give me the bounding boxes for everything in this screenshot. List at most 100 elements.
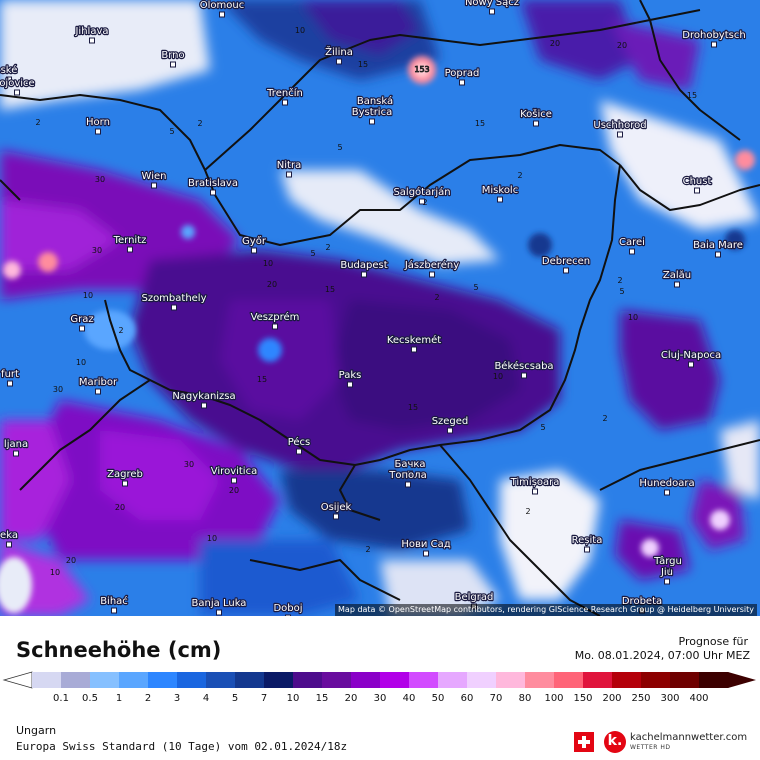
city-dot: [282, 99, 288, 106]
city-marker[interactable]: ojovice: [0, 77, 36, 96]
city-marker[interactable]: Jihlava: [73, 25, 110, 44]
city-label: Baia Mare: [693, 240, 743, 251]
city-marker[interactable]: Ternitz: [111, 234, 148, 253]
city-marker[interactable]: Győr: [241, 234, 268, 254]
city-marker[interactable]: Bystrica: [351, 106, 393, 125]
city-marker[interactable]: Carei: [618, 236, 646, 255]
contour-value-label: 15: [325, 285, 335, 294]
city-label: Kecskemét: [387, 334, 441, 346]
city-marker[interactable]: Košice: [519, 107, 553, 127]
city-marker[interactable]: Pécs: [287, 435, 311, 455]
city-marker[interactable]: Nitra: [276, 159, 302, 178]
city-marker[interactable]: Chust: [681, 175, 713, 194]
city-marker[interactable]: ské: [0, 63, 19, 83]
city-marker[interactable]: Drohobytsch: [681, 29, 747, 48]
city-marker[interactable]: Wien: [140, 170, 168, 189]
city-marker[interactable]: Brno: [160, 49, 186, 68]
city-dot: [6, 541, 12, 548]
city-marker[interactable]: Doboj: [272, 602, 304, 616]
contour-value-label: 15: [408, 403, 418, 412]
city-marker[interactable]: Bihać: [99, 594, 129, 614]
city-marker[interactable]: Banská: [356, 94, 394, 114]
city-dot: [333, 513, 339, 520]
city-marker[interactable]: Нови Сад: [400, 538, 452, 557]
city-marker[interactable]: Virovitica: [210, 465, 258, 484]
contour-value-label: 5: [337, 143, 342, 152]
city-marker[interactable]: Hunedoara: [638, 477, 696, 496]
city-marker[interactable]: Olomouc: [199, 0, 245, 18]
contour-value-label: 30: [53, 385, 63, 394]
city-label: Reșita: [572, 535, 603, 546]
city-label: Žilina: [325, 45, 353, 58]
city-marker[interactable]: Timișoara: [508, 476, 561, 495]
city-marker[interactable]: Békéscsaba: [493, 359, 555, 379]
contour-value-label: 10: [295, 26, 305, 35]
kachelmann-logo-icon[interactable]: k.: [604, 731, 626, 753]
legend-upper-arrow: [728, 672, 756, 688]
city-marker[interactable]: Maribor: [78, 376, 119, 395]
city-marker[interactable]: Baia Mare: [692, 239, 744, 258]
city-dot: [372, 107, 378, 114]
city-label: Olomouc: [200, 0, 244, 11]
city-label: Debrecen: [542, 256, 590, 267]
brand-name[interactable]: kachelmannwetter.com: [630, 732, 748, 743]
map-attribution[interactable]: Map data © OpenStreetMap contributors, r…: [335, 604, 757, 616]
legend-swatch: [119, 672, 149, 688]
snow-depth-map[interactable]: 10 15 20 20 2 5 2 5 15 15 2 30 2 30 10 5 2 20 15 5 2 2 5 10 2 10 1…: [0, 0, 760, 616]
city-label: Banská: [357, 95, 393, 107]
snow-hotspots: [0, 56, 755, 613]
contour-value-label: 20: [267, 280, 277, 289]
city-marker[interactable]: ljana: [3, 438, 29, 457]
city-label: Jászberény: [404, 259, 459, 271]
city-marker[interactable]: Veszprém: [249, 310, 301, 330]
legend-swatch: [467, 672, 497, 688]
forecast-date: Mo. 08.01.2024, 07:00 Uhr MEZ: [574, 649, 750, 662]
city-marker[interactable]: Szombathely: [140, 292, 208, 311]
city-marker[interactable]: Budapest: [339, 259, 389, 278]
city-marker[interactable]: Cluj-Napoca: [660, 349, 722, 368]
city-marker[interactable]: Bratislava: [187, 177, 239, 196]
city-marker[interactable]: Salgótarján: [392, 185, 452, 205]
city-marker[interactable]: Jászberény: [403, 258, 460, 278]
city-marker[interactable]: Graz: [69, 313, 95, 332]
city-marker[interactable]: Poprad: [443, 67, 481, 86]
city-marker[interactable]: eka: [0, 529, 19, 548]
city-marker[interactable]: Paks: [337, 369, 363, 388]
city-label: Nowy Sącz: [465, 0, 519, 8]
city-marker[interactable]: Nagykanizsa: [171, 390, 237, 409]
legend-tick-label: 7: [261, 693, 267, 704]
legend-tick-label: 200: [602, 693, 621, 704]
city-marker[interactable]: Debrecen: [541, 255, 591, 274]
city-marker[interactable]: Reșita: [570, 534, 604, 553]
city-label: Szeged: [432, 416, 469, 427]
city-marker[interactable]: Nowy Sącz: [464, 0, 520, 15]
city-label: Chust: [683, 176, 712, 187]
city-marker[interactable]: Kecskemét: [386, 333, 442, 353]
city-marker[interactable]: Târgu: [652, 554, 683, 574]
legend-swatch: [409, 672, 439, 688]
city-marker[interactable]: Banja Luka: [190, 597, 248, 616]
city-marker[interactable]: Miskolc: [481, 184, 519, 203]
contour-value-label: 2: [434, 293, 439, 302]
city-marker[interactable]: Бачка: [393, 458, 427, 477]
city-label: Veszprém: [251, 311, 300, 323]
city-marker[interactable]: Žilina: [324, 44, 354, 65]
city-marker[interactable]: Zalău: [662, 269, 692, 288]
contour-value-label: 5: [540, 423, 545, 432]
city-label: Bystrica: [352, 107, 392, 118]
city-marker[interactable]: Horn: [85, 116, 111, 135]
city-marker[interactable]: Топола: [387, 469, 428, 488]
city-marker[interactable]: Uschhorod: [592, 119, 648, 138]
contour-value-label: 30: [95, 175, 105, 184]
city-marker[interactable]: Zagreb: [106, 468, 144, 487]
city-marker[interactable]: furt: [0, 368, 20, 387]
city-marker[interactable]: Trenčín: [265, 86, 304, 106]
city-dot: [423, 550, 429, 557]
city-marker[interactable]: Jiu: [659, 566, 674, 585]
contour-labels: 10 15 20 20 2 5 2 5 15 15 2 30 2 30 10 5 2 20 15 5 2 2 5 10 2 10 1…: [35, 26, 697, 577]
city-marker[interactable]: Szeged: [430, 415, 470, 434]
city-label: Zagreb: [107, 469, 143, 480]
city-label: ské: [1, 64, 18, 76]
city-marker[interactable]: Osijek: [320, 501, 353, 520]
city-dot: [296, 448, 302, 455]
